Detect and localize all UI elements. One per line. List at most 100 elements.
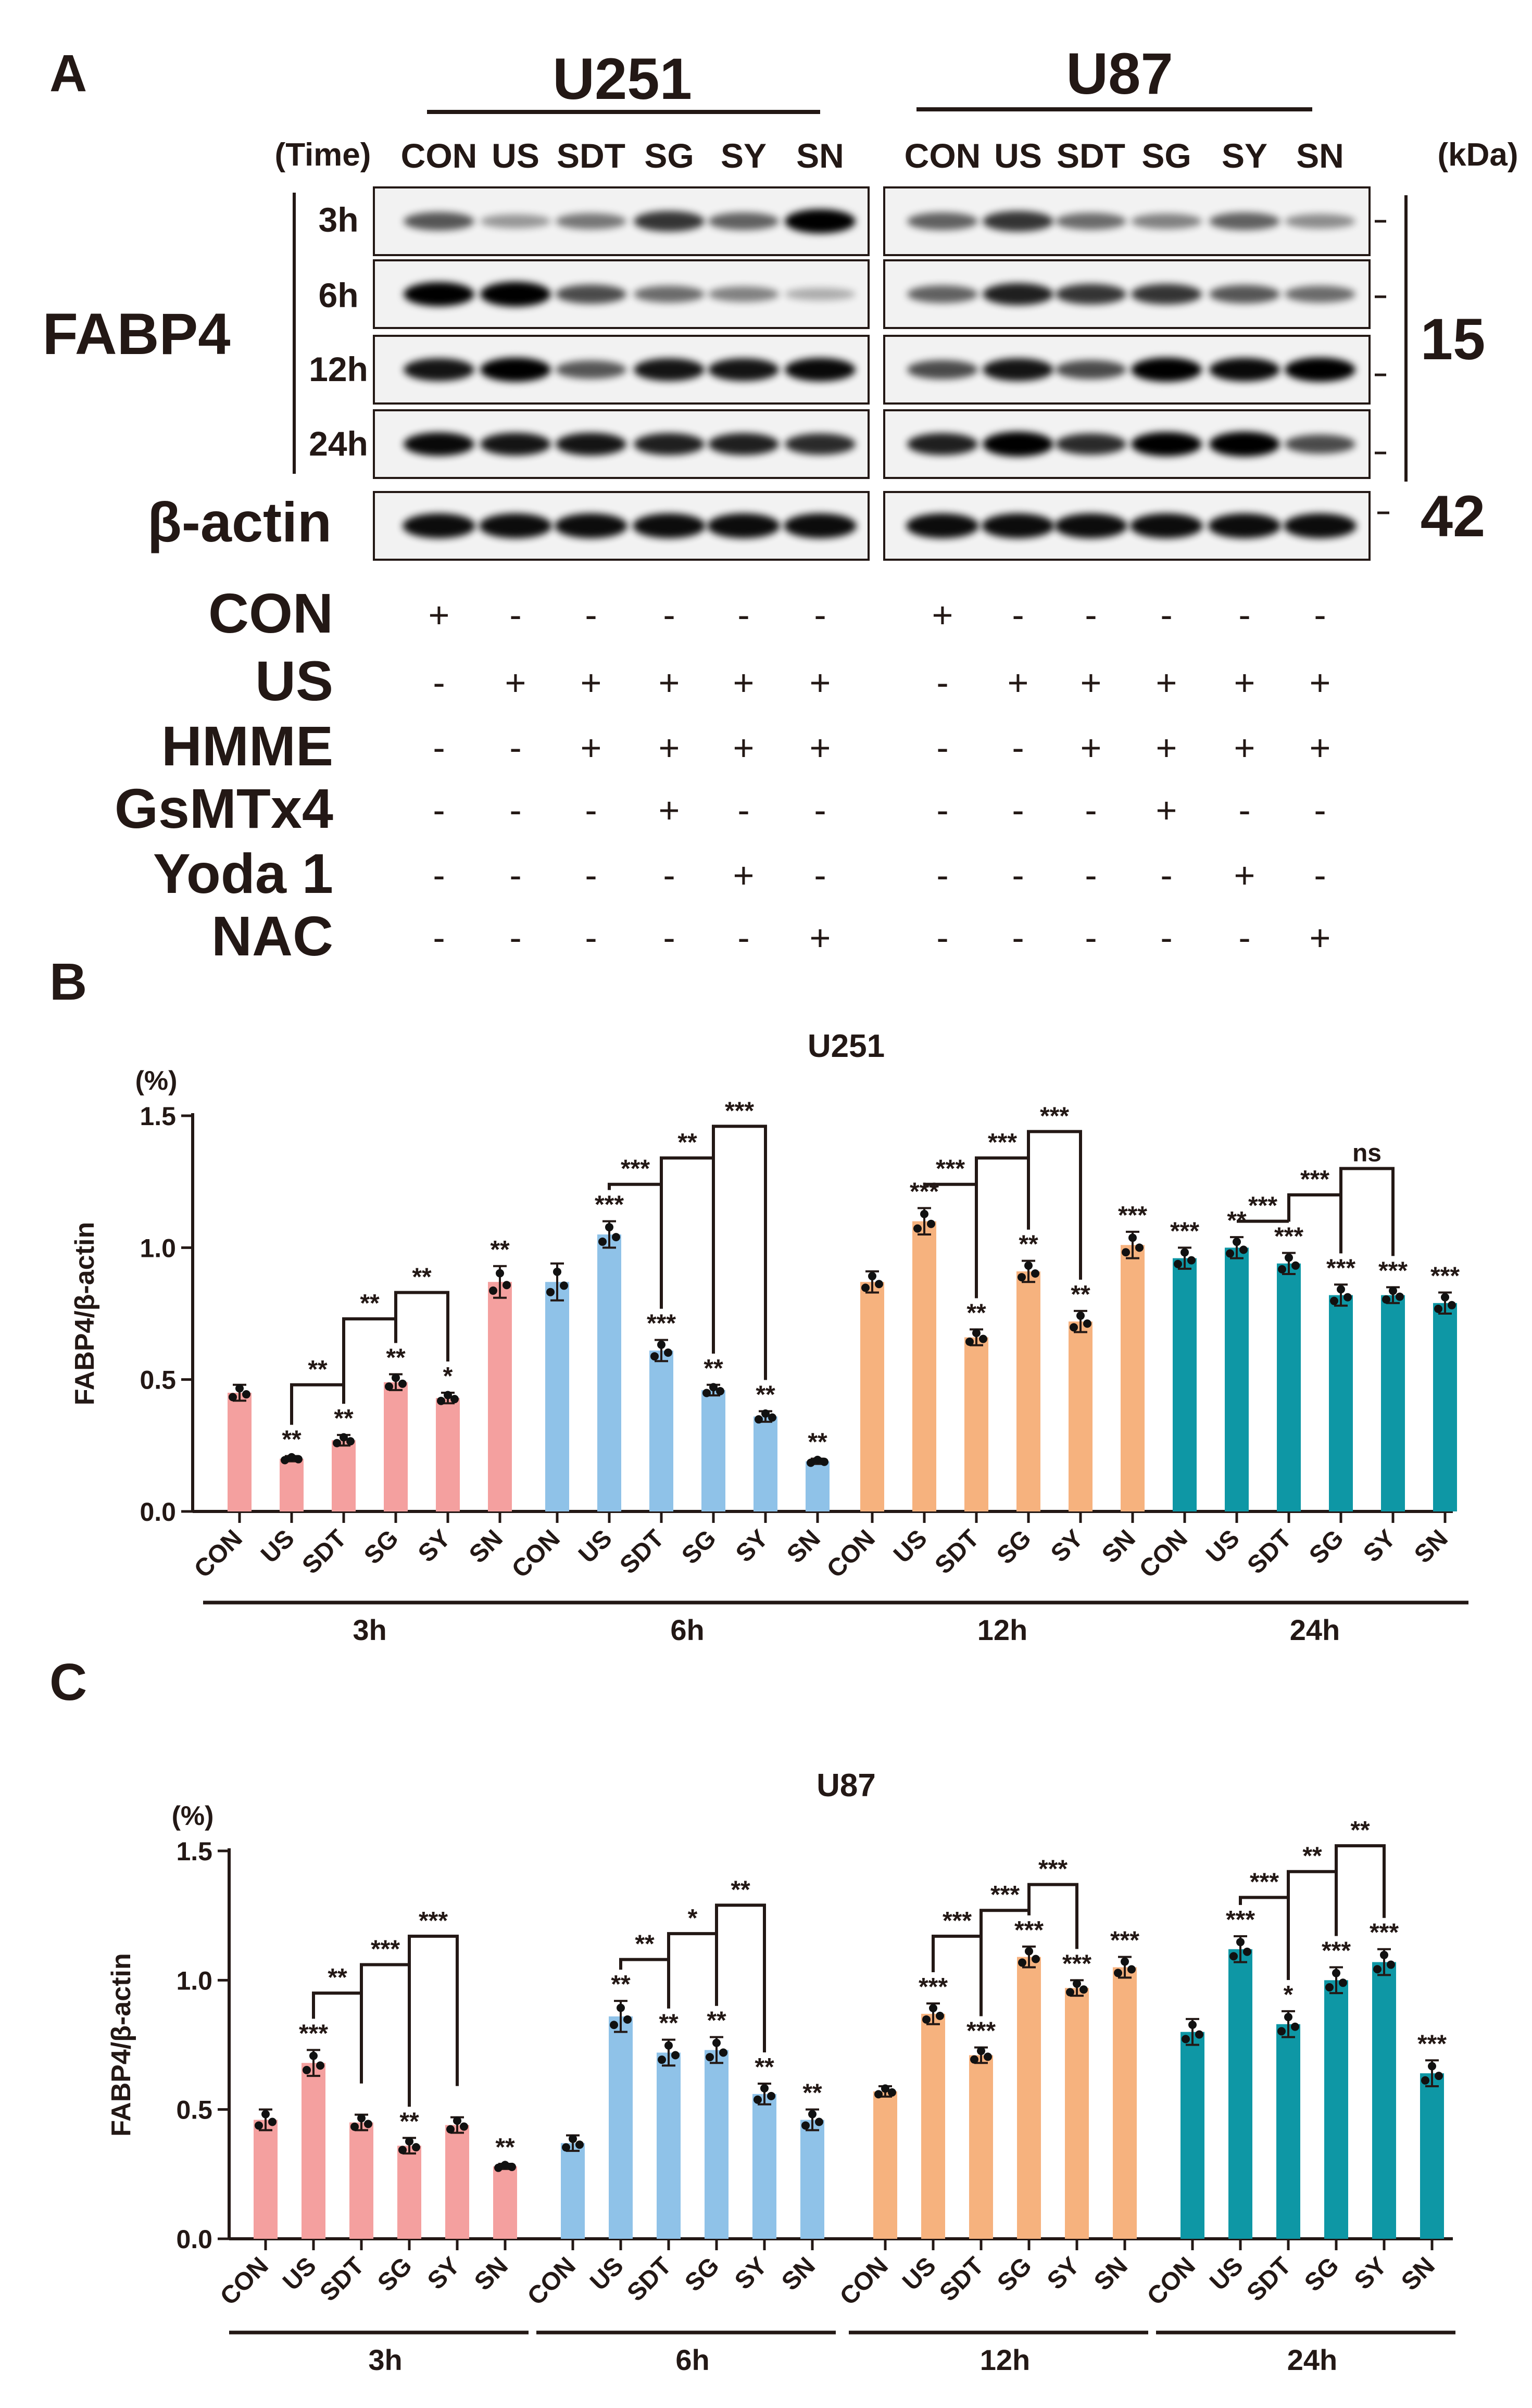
- significance-stars: **: [1071, 1281, 1090, 1308]
- bar-6h-SY: [752, 2094, 776, 2239]
- data-point: [913, 1224, 922, 1233]
- bar-24h-SY: [1381, 1295, 1405, 1511]
- kda-value-42: 42: [1421, 484, 1486, 549]
- treatment-label: Yoda 1: [153, 842, 333, 905]
- data-point: [316, 2061, 324, 2070]
- data-point: [650, 1352, 659, 1361]
- data-point: [294, 1455, 303, 1464]
- lane-label-u87: SY: [1222, 136, 1267, 175]
- bar-12h-SN: [1121, 1245, 1145, 1511]
- data-point: [813, 1455, 822, 1464]
- y-tick-label: 0.5: [140, 1366, 176, 1395]
- data-point: [709, 1383, 718, 1392]
- y-tick-label: 0.0: [176, 2225, 212, 2254]
- minus-sign: -: [663, 855, 675, 896]
- data-point: [972, 1329, 981, 1338]
- blot-band: [708, 286, 779, 302]
- group-label: 24h: [1287, 2343, 1338, 2376]
- blot-band: [1285, 357, 1355, 382]
- data-point: [927, 1219, 935, 1228]
- blot-band: [1056, 360, 1126, 380]
- blot-band: [404, 358, 474, 381]
- minus-sign: -: [663, 917, 675, 958]
- blot-band: [556, 284, 626, 304]
- data-point: [605, 1223, 613, 1232]
- data-point: [446, 2125, 455, 2134]
- significance-stars: *: [443, 1363, 453, 1390]
- data-point: [754, 2095, 762, 2104]
- data-point: [1435, 2072, 1443, 2081]
- data-point: [392, 1373, 400, 1382]
- x-tick-label: CON: [189, 1524, 248, 1583]
- group-label: 6h: [670, 1613, 704, 1646]
- significance-stars: ***: [1378, 1257, 1408, 1284]
- data-point: [979, 1334, 987, 1343]
- minus-sign: -: [585, 917, 597, 958]
- y-tick-label: 0.5: [176, 2096, 212, 2125]
- bar-3h-SN: [488, 1282, 512, 1511]
- minus-sign: -: [1238, 917, 1250, 958]
- x-tick-label: SDT: [1242, 1524, 1297, 1579]
- x-tick-label: SG: [1304, 1524, 1349, 1570]
- bar-3h-SDT: [332, 1440, 356, 1511]
- plus-sign: +: [1310, 662, 1331, 703]
- data-point: [489, 1286, 497, 1295]
- blot-band: [634, 433, 705, 456]
- significance-stars: ***: [1110, 1927, 1139, 1955]
- data-point: [350, 2122, 359, 2131]
- blot-band: [785, 358, 856, 382]
- minus-sign: -: [509, 855, 521, 896]
- data-point: [929, 2003, 937, 2012]
- panel-a: A U251 U87(Time) (kDa)CON US SDT SG SY SN CON US SD…: [43, 41, 1518, 967]
- blot-band: [1285, 285, 1355, 303]
- bar-24h-CON: [1173, 1258, 1197, 1511]
- y-tick-label: 1.5: [140, 1102, 176, 1131]
- x-tick-label: CON: [835, 2252, 894, 2311]
- data-point: [1239, 1245, 1248, 1254]
- data-point: [706, 2053, 714, 2062]
- data-point: [1428, 2062, 1436, 2071]
- data-point: [922, 2015, 931, 2024]
- group-label: 24h: [1290, 1613, 1340, 1646]
- data-point: [1135, 1243, 1144, 1252]
- data-point: [702, 1389, 711, 1397]
- kda-header: (kDa): [1437, 137, 1518, 173]
- lane-label-u251: SY: [721, 136, 767, 175]
- lane-label-u87: SG: [1141, 136, 1191, 175]
- data-point: [405, 2137, 413, 2146]
- kda-value-15: 15: [1421, 307, 1486, 372]
- treatment-label: NAC: [211, 904, 333, 967]
- plus-sign: +: [733, 727, 755, 768]
- x-tick-label: US: [888, 1524, 933, 1569]
- significance-stars: ***: [1062, 1950, 1091, 1977]
- time-point-label: 24h: [309, 424, 368, 463]
- significance-stars: ***: [1014, 1917, 1044, 1944]
- plus-sign: +: [659, 727, 680, 768]
- bracket-label: ***: [990, 1881, 1020, 1909]
- significance-stars: **: [802, 2079, 822, 2107]
- x-tick-label: SDT: [297, 1524, 351, 1579]
- data-point: [412, 2143, 420, 2152]
- significance-stars: **: [755, 2053, 774, 2081]
- minus-sign: -: [1160, 917, 1172, 958]
- minus-sign: -: [433, 855, 445, 896]
- significance-stars: ***: [1118, 1202, 1147, 1229]
- bracket-label: ***: [1040, 1102, 1069, 1130]
- blot-band: [907, 360, 978, 380]
- bar-24h-SDT: [1277, 1263, 1301, 1511]
- bar-6h-CON: [561, 2143, 585, 2239]
- x-tick-label: SY: [422, 2252, 466, 2295]
- bar-6h-SG: [701, 1390, 725, 1511]
- significance-stars: **: [495, 2134, 515, 2161]
- bar-12h-US: [921, 2013, 945, 2239]
- lane-label-u251: US: [492, 136, 539, 175]
- comparison-bracket: [712, 1125, 767, 1380]
- blot-band: [1209, 358, 1280, 382]
- x-tick-label: SG: [991, 1524, 1037, 1570]
- x-tick-label: SY: [413, 1524, 456, 1568]
- significance-stars: **: [704, 1355, 723, 1382]
- significance-stars: ***: [595, 1191, 624, 1219]
- blot-band: [907, 212, 978, 230]
- bar-3h-SDT: [349, 2122, 373, 2239]
